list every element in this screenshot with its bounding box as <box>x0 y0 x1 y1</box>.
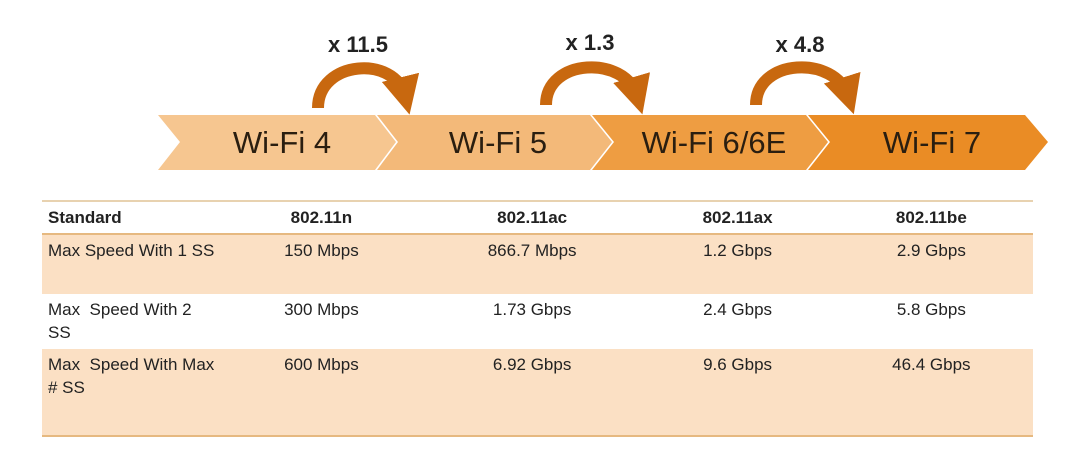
gen-label-wifi-5: Wi-Fi 5 <box>449 125 547 160</box>
chevron-wifi-7 <box>808 115 1048 170</box>
chevron-wifi-6 <box>592 115 828 170</box>
table-cell: 1.73 Gbps <box>492 300 572 319</box>
table-header-row: Standard 802.11n 802.11ac 802.11ax 802.1… <box>42 200 1033 235</box>
table-cell: 6.92 Gbps <box>418 349 646 437</box>
table-row: Max Speed With 2 SS 300 Mbps 1.73 Gbps 2… <box>42 294 1033 349</box>
gen-label-wifi-6: Wi-Fi 6/6E <box>642 125 787 160</box>
table-cell: 300 Mbps <box>284 300 359 319</box>
header-cell: 802.11be <box>829 200 1033 235</box>
table-row: Max Speed With Max # SS 600 Mbps 6.92 Gb… <box>42 349 1033 437</box>
multiplier-label: x 4.8 <box>776 32 825 57</box>
gen-label-wifi-4: Wi-Fi 4 <box>233 125 331 160</box>
table-cell: 9.6 Gbps <box>645 349 830 437</box>
header-cell: Standard <box>42 200 224 235</box>
multiplier-label: x 1.3 <box>566 30 615 55</box>
wifi-generation-timeline: Wi-Fi 4 Wi-Fi 5 Wi-Fi 6/6E Wi-Fi 7 x 11.… <box>158 30 1048 170</box>
chevron-wifi-4 <box>158 115 396 170</box>
table-cell: 1.2 Gbps <box>703 241 773 260</box>
table-cell: 600 Mbps <box>224 349 419 437</box>
curved-arrow-icon <box>750 61 861 115</box>
table-cell: 150 Mbps <box>284 241 359 260</box>
table-cell: 2.9 Gbps <box>896 241 966 260</box>
table-row: Max Speed With 1 SS 150 Mbps 866.7 Mbps … <box>42 234 1033 294</box>
curved-arrow-icon <box>540 61 650 115</box>
row-label: Max Speed With 2 SS <box>48 300 197 342</box>
header-cell: 802.11ac <box>418 200 646 235</box>
multiplier-label: x 11.5 <box>328 32 388 57</box>
header-cell: 802.11ax <box>645 200 830 235</box>
curved-arrow-icon <box>312 62 420 115</box>
table-cell: 2.4 Gbps <box>703 300 773 319</box>
table-cell: 866.7 Mbps <box>487 241 577 260</box>
chevron-wifi-5 <box>377 115 612 170</box>
row-label: Max Speed With 1 SS <box>48 241 215 260</box>
header-cell: 802.11n <box>224 200 419 235</box>
table-cell: 46.4 Gbps <box>829 349 1033 437</box>
table-cell: 5.8 Gbps <box>896 300 966 319</box>
wifi-speed-table: Standard 802.11n 802.11ac 802.11ax 802.1… <box>42 200 1033 437</box>
gen-label-wifi-7: Wi-Fi 7 <box>883 125 981 160</box>
row-label: Max Speed With Max # SS <box>42 349 224 437</box>
